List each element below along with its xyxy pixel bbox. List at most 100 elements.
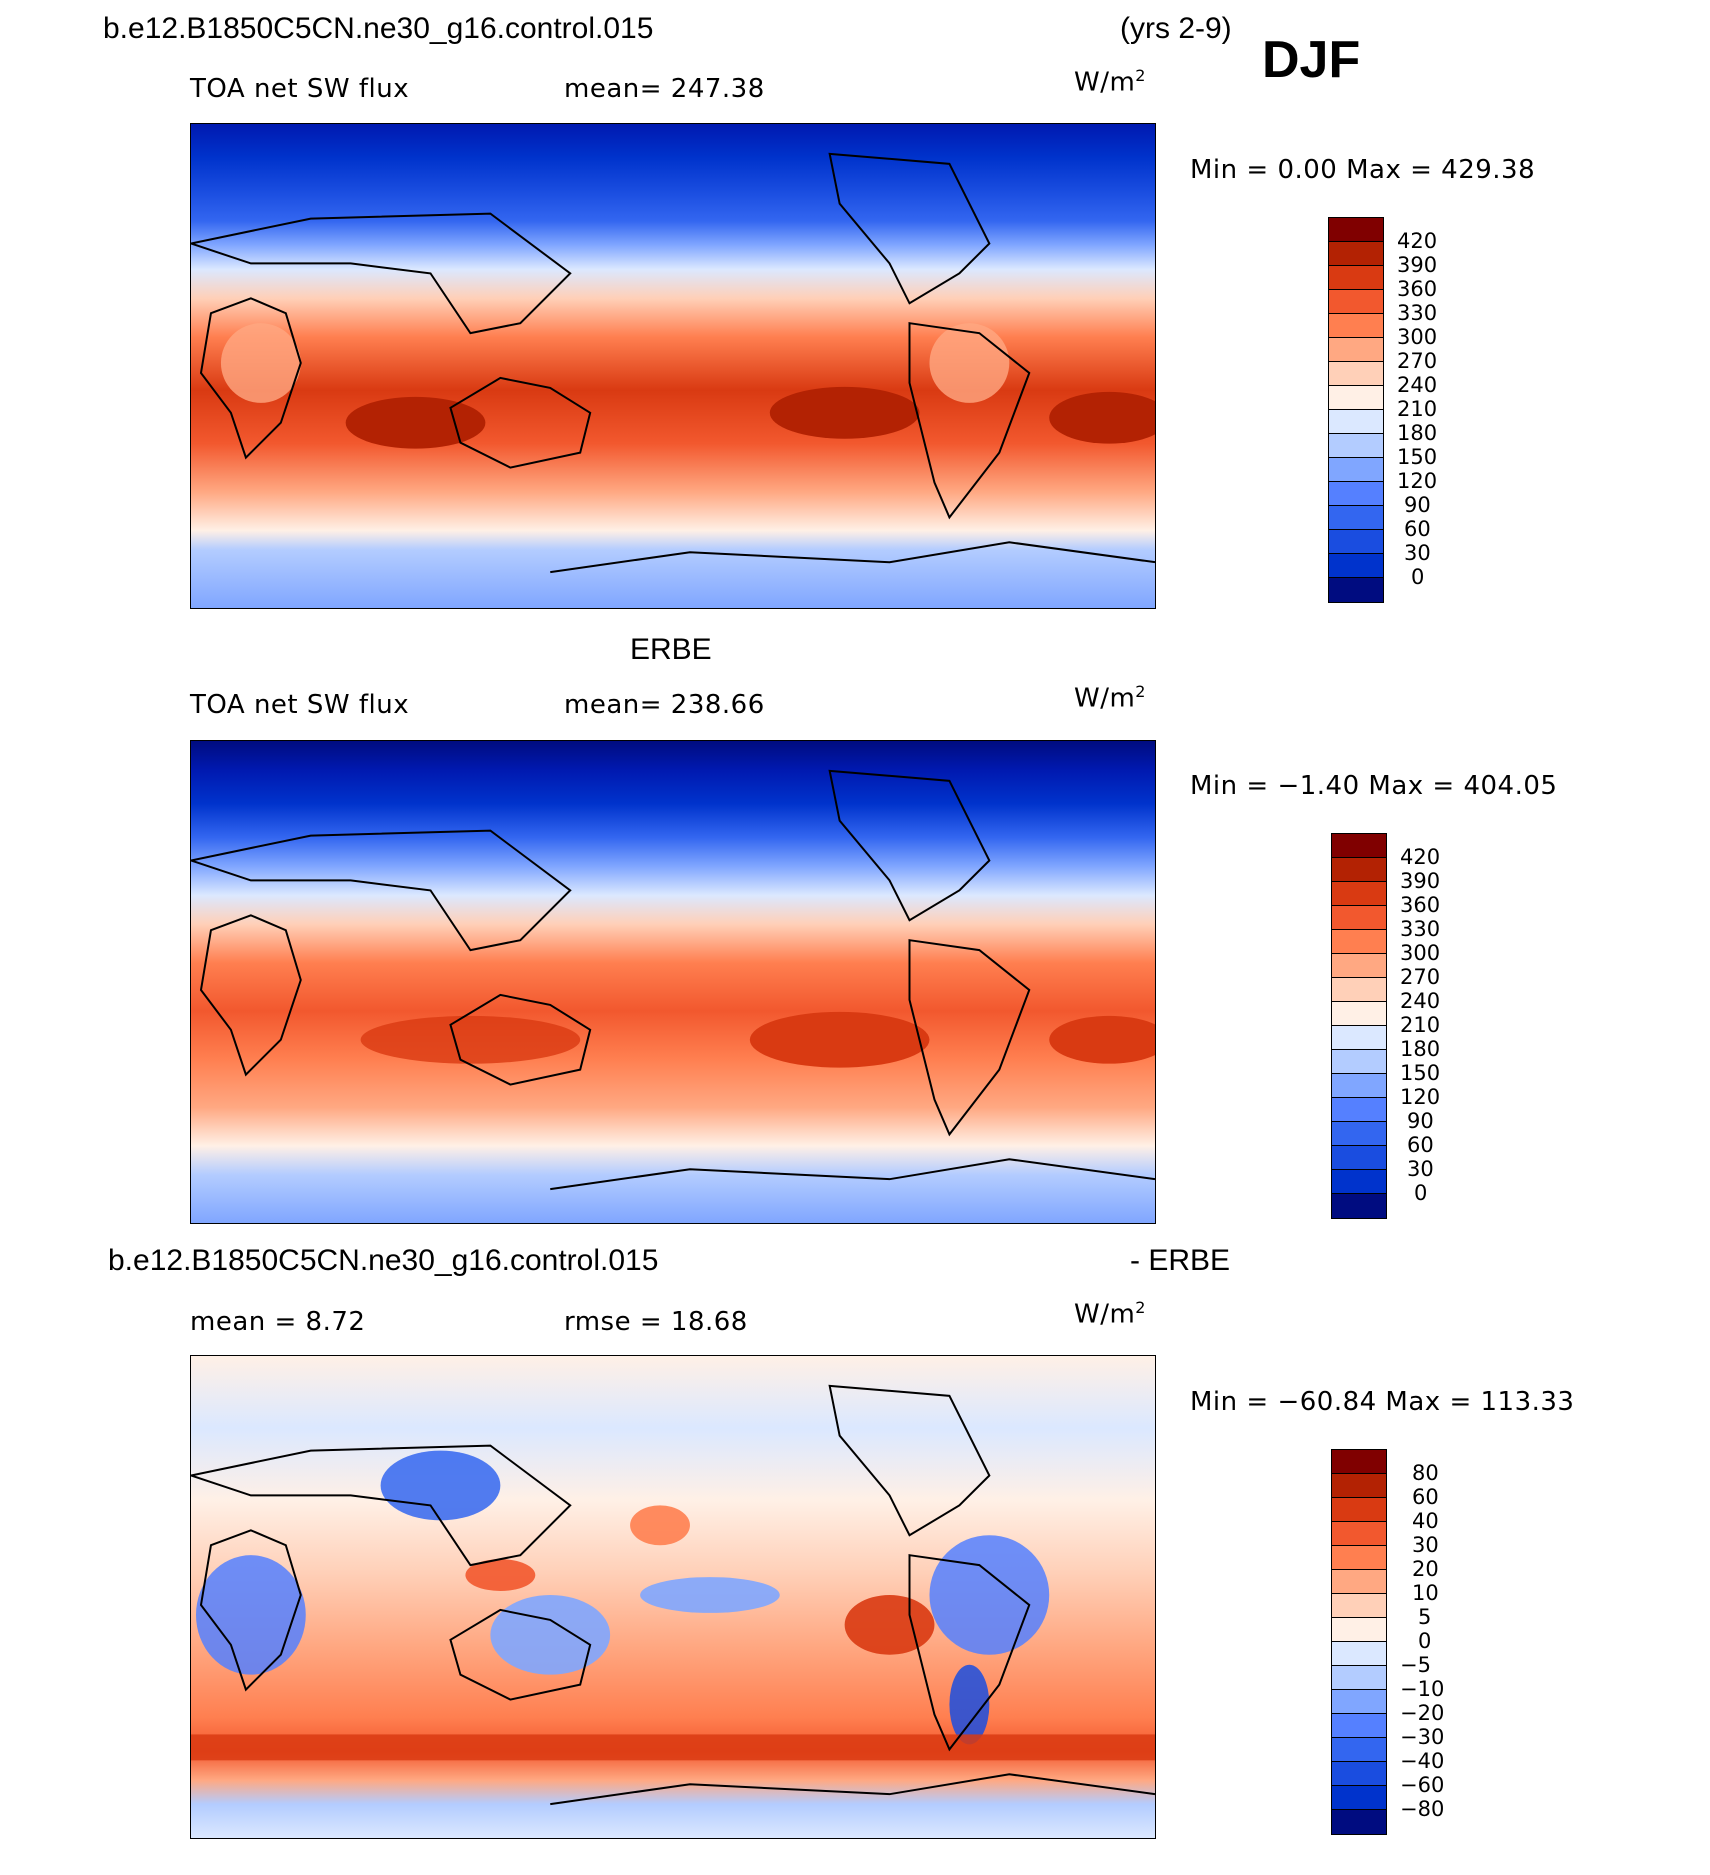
- panel2-mean: mean= 238.66: [564, 690, 765, 720]
- panel1-colorbar: [1328, 217, 1384, 603]
- panel2-field: [191, 741, 1155, 1223]
- panel2-coastlines: [191, 769, 1155, 1191]
- colorbar-swatch: [1332, 1450, 1386, 1474]
- colorbar-swatch: [1332, 1690, 1386, 1714]
- panel2-map: [190, 740, 1156, 1224]
- colorbar-swatch: [1332, 1122, 1386, 1146]
- colorbar-tick-label: 120: [1400, 1085, 1441, 1109]
- panel2-max-core: [360, 1015, 581, 1064]
- panel3-negative-anomaly: [640, 1577, 780, 1613]
- colorbar-swatch: [1329, 242, 1383, 266]
- colorbar-swatch: [1329, 530, 1383, 554]
- colorbar-swatch: [1332, 1498, 1386, 1522]
- colorbar-swatch: [1332, 1050, 1386, 1074]
- panel3-mean: mean = 8.72: [190, 1307, 366, 1337]
- colorbar-swatch: [1332, 954, 1386, 978]
- panel2-minmax: Min = −1.40 Max = 404.05: [1190, 771, 1558, 801]
- colorbar-swatch: [1332, 1474, 1386, 1498]
- years-label: (yrs 2-9): [1120, 12, 1232, 45]
- colorbar-swatch: [1329, 338, 1383, 362]
- colorbar-tick-label: 30: [1407, 1157, 1434, 1181]
- panel1-land-low: [929, 323, 1010, 403]
- colorbar-tick-label: 90: [1404, 493, 1431, 517]
- colorbar-swatch: [1332, 1026, 1386, 1050]
- panel2-colorbar: [1331, 833, 1387, 1219]
- panel1-mean: mean= 247.38: [564, 74, 765, 104]
- colorbar-swatch: [1332, 906, 1386, 930]
- panel3-colorbar: [1331, 1449, 1387, 1835]
- colorbar-swatch: [1332, 1546, 1386, 1570]
- colorbar-tick-label: 300: [1397, 325, 1438, 349]
- panel3-title-right: - ERBE: [1130, 1244, 1231, 1277]
- colorbar-swatch: [1329, 410, 1383, 434]
- colorbar-swatch: [1332, 1594, 1386, 1618]
- colorbar-swatch: [1332, 1714, 1386, 1738]
- panel1-max-core: [1049, 391, 1155, 444]
- colorbar-swatch: [1332, 1618, 1386, 1642]
- colorbar-swatch: [1332, 882, 1386, 906]
- colorbar-tick-label: 60: [1407, 1133, 1434, 1157]
- colorbar-tick-label: −30: [1400, 1725, 1445, 1749]
- colorbar-tick-label: 390: [1400, 869, 1441, 893]
- panel3-negative-anomaly: [949, 1664, 990, 1745]
- colorbar-swatch: [1329, 218, 1383, 242]
- colorbar-swatch: [1329, 482, 1383, 506]
- colorbar-tick-label: 30: [1404, 541, 1431, 565]
- panel2-max-core: [1049, 1015, 1155, 1064]
- colorbar-tick-label: 30: [1412, 1533, 1439, 1557]
- colorbar-tick-label: 120: [1397, 469, 1438, 493]
- colorbar-tick-label: 150: [1400, 1061, 1441, 1085]
- panel3-negative-anomaly: [929, 1535, 1050, 1655]
- colorbar-swatch: [1332, 978, 1386, 1002]
- panel1-variable: TOA net SW flux: [190, 74, 410, 104]
- panel3-map: [190, 1355, 1156, 1839]
- colorbar-tick-label: 60: [1404, 517, 1431, 541]
- colorbar-swatch: [1332, 1522, 1386, 1546]
- colorbar-tick-label: 40: [1412, 1509, 1439, 1533]
- colorbar-tick-label: −10: [1400, 1677, 1445, 1701]
- colorbar-tick-label: 420: [1397, 229, 1438, 253]
- panel3-positive-anomaly: [465, 1559, 536, 1592]
- colorbar-swatch: [1332, 1738, 1386, 1762]
- panel3-positive-anomaly: [630, 1505, 690, 1546]
- colorbar-swatch: [1332, 1074, 1386, 1098]
- colorbar-tick-label: 360: [1397, 277, 1438, 301]
- panel1-field: [191, 124, 1155, 608]
- colorbar-swatch: [1329, 266, 1383, 290]
- colorbar-swatch: [1329, 434, 1383, 458]
- colorbar-tick-label: 180: [1397, 421, 1438, 445]
- panel3-positive-anomaly: [844, 1595, 935, 1655]
- panel1-land-low: [220, 323, 301, 403]
- colorbar-tick-label: 0: [1411, 565, 1425, 589]
- case-title: b.e12.B1850C5CN.ne30_g16.control.015: [103, 12, 654, 45]
- panel3-positive-band: [191, 1734, 1155, 1761]
- colorbar-tick-label: 210: [1400, 1013, 1441, 1037]
- colorbar-swatch: [1332, 858, 1386, 882]
- panel3-negative-anomaly: [195, 1555, 306, 1675]
- colorbar-tick-label: 330: [1400, 917, 1441, 941]
- colorbar-swatch: [1332, 1570, 1386, 1594]
- colorbar-swatch: [1332, 1762, 1386, 1786]
- panel1-minmax: Min = 0.00 Max = 429.38: [1190, 155, 1536, 185]
- colorbar-swatch: [1329, 554, 1383, 578]
- colorbar-swatch: [1329, 578, 1383, 602]
- colorbar-tick-label: 5: [1418, 1605, 1432, 1629]
- panel3-units: W/m2: [1074, 1298, 1146, 1330]
- colorbar-tick-label: 390: [1397, 253, 1438, 277]
- colorbar-swatch: [1329, 290, 1383, 314]
- colorbar-swatch: [1332, 1810, 1386, 1834]
- colorbar-tick-label: 60: [1412, 1485, 1439, 1509]
- colorbar-tick-label: 80: [1412, 1461, 1439, 1485]
- colorbar-tick-label: 20: [1412, 1557, 1439, 1581]
- colorbar-swatch: [1332, 1002, 1386, 1026]
- panel2-max-core: [749, 1011, 930, 1068]
- colorbar-tick-label: 330: [1397, 301, 1438, 325]
- colorbar-tick-label: 360: [1400, 893, 1441, 917]
- colorbar-tick-label: 270: [1397, 349, 1438, 373]
- colorbar-swatch: [1332, 1642, 1386, 1666]
- colorbar-swatch: [1329, 314, 1383, 338]
- colorbar-tick-label: 300: [1400, 941, 1441, 965]
- colorbar-swatch: [1332, 930, 1386, 954]
- colorbar-swatch: [1332, 1786, 1386, 1810]
- colorbar-swatch: [1329, 386, 1383, 410]
